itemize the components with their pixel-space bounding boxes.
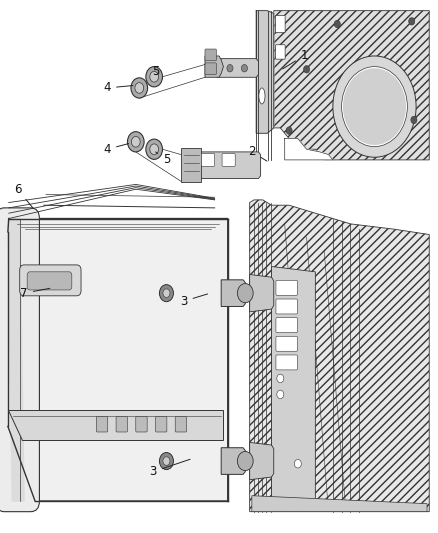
Text: 6: 6 [14, 183, 33, 208]
Circle shape [237, 284, 253, 303]
Circle shape [286, 127, 292, 134]
FancyBboxPatch shape [20, 265, 81, 296]
Circle shape [159, 285, 173, 302]
FancyBboxPatch shape [205, 63, 216, 75]
Polygon shape [285, 139, 333, 160]
Polygon shape [8, 410, 223, 440]
Polygon shape [272, 266, 315, 501]
Polygon shape [274, 11, 429, 160]
Text: 1: 1 [283, 49, 308, 69]
Circle shape [411, 116, 417, 124]
FancyBboxPatch shape [276, 299, 297, 314]
FancyBboxPatch shape [201, 154, 215, 166]
Circle shape [146, 67, 162, 87]
Circle shape [241, 64, 247, 72]
Polygon shape [181, 148, 201, 182]
FancyBboxPatch shape [0, 208, 39, 512]
FancyBboxPatch shape [175, 417, 187, 432]
Circle shape [127, 132, 144, 152]
Circle shape [150, 144, 159, 155]
Circle shape [294, 459, 301, 468]
Circle shape [343, 68, 406, 145]
Circle shape [150, 71, 159, 82]
Polygon shape [205, 56, 223, 77]
Circle shape [342, 67, 407, 147]
Circle shape [409, 18, 415, 25]
Text: 5: 5 [155, 152, 170, 166]
Polygon shape [250, 274, 274, 312]
Polygon shape [256, 11, 274, 133]
Text: 5: 5 [152, 66, 159, 78]
FancyBboxPatch shape [276, 45, 285, 59]
FancyBboxPatch shape [276, 280, 297, 295]
Polygon shape [8, 219, 24, 501]
Circle shape [159, 453, 173, 470]
FancyBboxPatch shape [276, 336, 297, 351]
Text: 4: 4 [103, 143, 129, 156]
Circle shape [131, 78, 148, 98]
FancyBboxPatch shape [276, 318, 297, 333]
Circle shape [146, 139, 162, 159]
Circle shape [227, 64, 233, 72]
Circle shape [277, 390, 284, 399]
Text: 2: 2 [248, 146, 267, 161]
Circle shape [304, 66, 310, 73]
Polygon shape [221, 448, 245, 474]
FancyBboxPatch shape [276, 15, 285, 33]
FancyBboxPatch shape [96, 417, 108, 432]
FancyBboxPatch shape [27, 272, 72, 290]
Polygon shape [4, 219, 228, 501]
FancyBboxPatch shape [155, 417, 167, 432]
Text: 3: 3 [180, 294, 208, 308]
FancyBboxPatch shape [205, 49, 216, 61]
FancyBboxPatch shape [136, 417, 147, 432]
Ellipse shape [259, 88, 265, 104]
Text: 3: 3 [150, 459, 190, 478]
FancyBboxPatch shape [276, 355, 297, 370]
Text: 4: 4 [103, 82, 133, 94]
Circle shape [237, 451, 253, 471]
Circle shape [131, 136, 140, 147]
Circle shape [135, 83, 144, 93]
Polygon shape [250, 442, 274, 480]
Polygon shape [250, 200, 429, 512]
Circle shape [333, 56, 416, 157]
Text: 7: 7 [20, 287, 50, 300]
Polygon shape [221, 280, 245, 306]
Circle shape [163, 457, 170, 465]
Polygon shape [217, 59, 258, 77]
Polygon shape [252, 496, 427, 512]
Circle shape [163, 289, 170, 297]
Polygon shape [199, 152, 261, 179]
FancyBboxPatch shape [222, 154, 235, 166]
Circle shape [334, 20, 340, 28]
FancyBboxPatch shape [116, 417, 127, 432]
Circle shape [277, 374, 284, 383]
